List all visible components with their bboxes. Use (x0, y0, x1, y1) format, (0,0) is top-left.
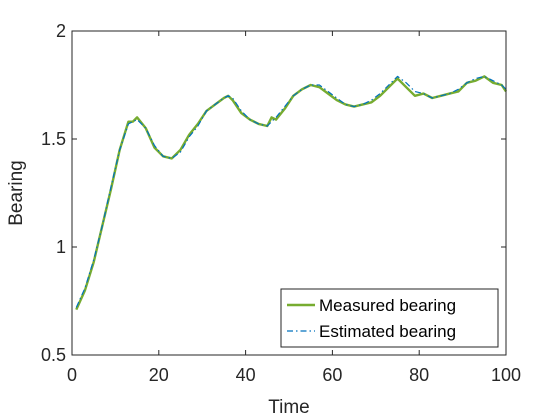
legend-box (280, 288, 499, 348)
x-tick-label: 80 (409, 365, 429, 385)
legend-label: Measured bearing (319, 296, 456, 315)
x-tick-label: 100 (491, 365, 521, 385)
y-tick-label: 1 (56, 237, 66, 257)
x-tick-label: 40 (236, 365, 256, 385)
y-axis-title: Bearing (6, 160, 27, 226)
x-axis-title: Time (268, 397, 310, 418)
series-line-measured (75, 75, 508, 311)
x-tick-label: 60 (322, 365, 342, 385)
x-tick-label: 0 (67, 365, 77, 385)
y-tick-label: 1.5 (41, 129, 66, 149)
y-tick-label: 2 (56, 21, 66, 41)
x-tick-label: 20 (149, 365, 169, 385)
legend: Measured bearing Estimated bearing (280, 288, 499, 348)
series-layer (75, 75, 508, 311)
axes-layer: 0 20 40 60 80 100 0.5 1 1.5 2 (41, 21, 521, 385)
axes-box (71, 30, 507, 356)
legend-label: Estimated bearing (319, 322, 456, 341)
y-tick-label: 0.5 (41, 345, 66, 365)
